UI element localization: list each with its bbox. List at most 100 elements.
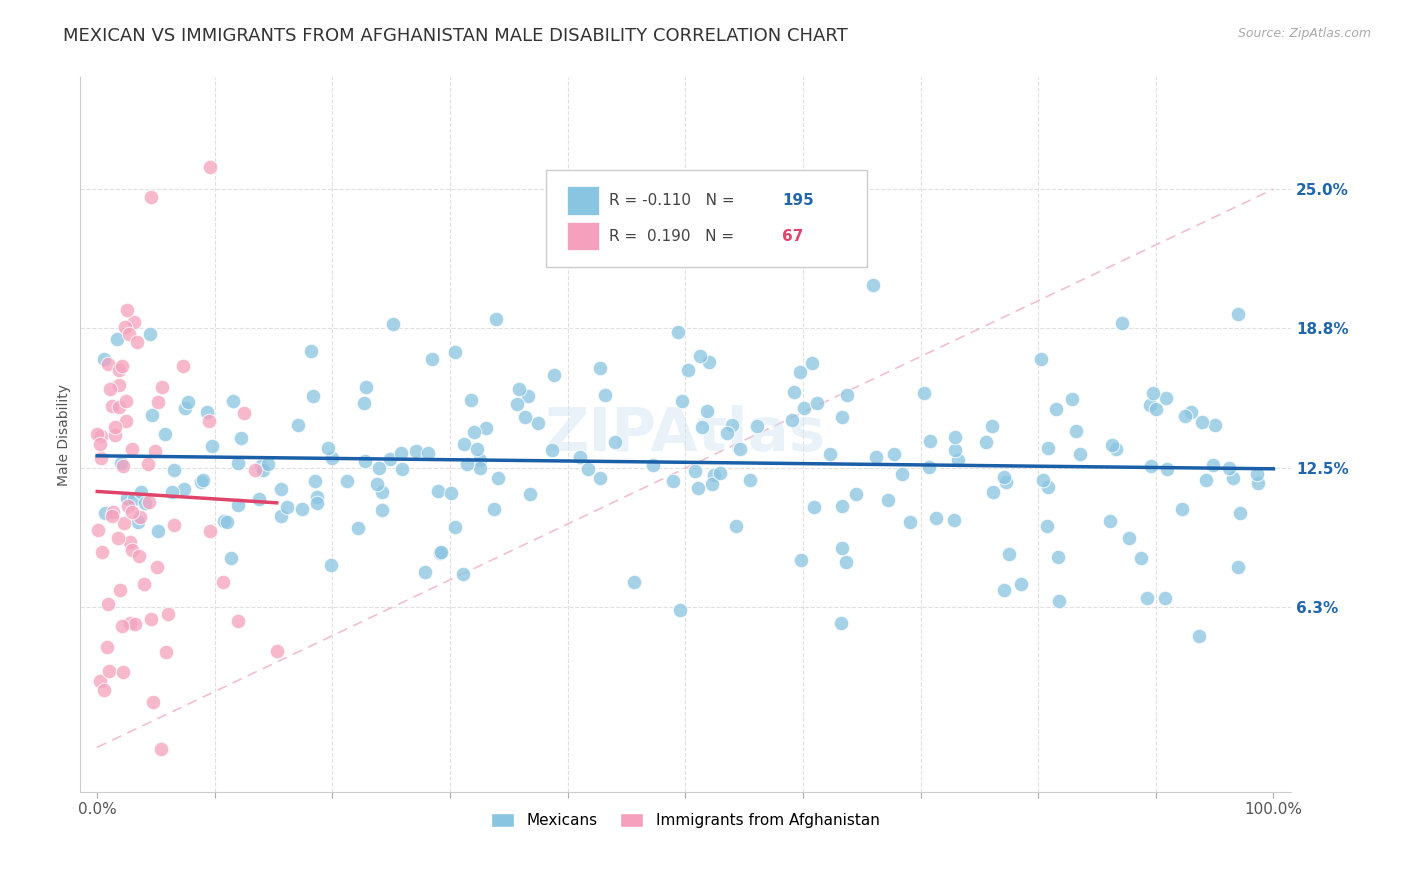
Point [101, 508, 124, 523]
Point [198, 524, 221, 538]
Point [177, 395, 200, 409]
Point [720, 417, 742, 432]
Point [789, 365, 811, 379]
Point [831, 541, 853, 556]
Point [671, 393, 693, 408]
Point [87, 523, 110, 537]
Point [666, 325, 689, 339]
Point [641, 458, 664, 472]
Point [465, 442, 488, 457]
Point [200, 161, 222, 175]
Point [1218, 461, 1240, 475]
Point [444, 344, 467, 359]
Point [1101, 438, 1123, 452]
Point [1188, 629, 1211, 643]
Y-axis label: Male Disability: Male Disability [58, 384, 72, 486]
Text: MEXICAN VS IMMIGRANTS FROM AFGHANISTAN MALE DISABILITY CORRELATION CHART: MEXICAN VS IMMIGRANTS FROM AFGHANISTAN M… [63, 27, 848, 45]
Point [270, 482, 292, 496]
Point [912, 385, 935, 400]
Point [1136, 591, 1159, 606]
Point [115, 491, 138, 505]
Point [541, 442, 564, 457]
Point [152, 380, 174, 394]
Point [105, 332, 128, 346]
Point [370, 502, 392, 516]
Point [603, 435, 626, 450]
Point [118, 327, 141, 342]
Point [146, 524, 169, 538]
FancyBboxPatch shape [567, 222, 599, 251]
Point [440, 486, 463, 500]
Point [108, 582, 131, 597]
Point [316, 441, 339, 455]
Point [485, 312, 508, 326]
Point [974, 435, 997, 450]
Text: 67: 67 [782, 228, 804, 244]
Point [193, 473, 215, 487]
Point [783, 384, 806, 399]
Point [835, 388, 858, 402]
Point [803, 500, 825, 514]
Point [943, 442, 966, 457]
Point [302, 389, 325, 403]
Point [945, 429, 967, 443]
Point [468, 460, 491, 475]
Point [229, 431, 252, 445]
Point [134, 577, 156, 591]
Point [862, 278, 884, 293]
Point [747, 419, 769, 434]
Point [420, 351, 443, 366]
Point [1140, 458, 1163, 473]
Point [139, 327, 162, 342]
Point [291, 501, 314, 516]
Point [568, 450, 591, 465]
Point [243, 462, 266, 476]
Point [1144, 401, 1167, 416]
Point [127, 516, 149, 530]
Point [111, 618, 134, 632]
Point [93, 352, 115, 367]
Point [696, 404, 718, 418]
Point [138, 495, 160, 509]
Point [724, 519, 747, 533]
Point [1202, 458, 1225, 472]
Text: Source: ZipAtlas.com: Source: ZipAtlas.com [1237, 27, 1371, 40]
Point [115, 414, 138, 428]
Point [1226, 559, 1249, 574]
Point [108, 362, 131, 376]
Point [1029, 351, 1052, 366]
Point [917, 460, 939, 475]
Point [160, 484, 183, 499]
Point [1066, 424, 1088, 438]
Point [93, 682, 115, 697]
Point [354, 454, 377, 468]
Point [1010, 577, 1032, 591]
Point [1098, 514, 1121, 528]
Point [195, 405, 218, 419]
Point [1195, 473, 1218, 487]
Point [1118, 531, 1140, 545]
Point [1069, 447, 1091, 461]
Point [830, 615, 852, 630]
Point [107, 531, 129, 545]
Point [157, 607, 180, 621]
Point [925, 511, 948, 525]
Point [697, 355, 720, 369]
Point [993, 470, 1015, 484]
Point [107, 401, 129, 415]
Point [1047, 594, 1070, 608]
Point [122, 491, 145, 506]
Text: R = -0.110   N =: R = -0.110 N = [609, 193, 740, 208]
Point [347, 521, 370, 535]
Point [716, 425, 738, 440]
Point [662, 474, 685, 488]
Point [201, 439, 224, 453]
FancyBboxPatch shape [546, 170, 868, 267]
Point [519, 487, 541, 501]
Point [112, 516, 135, 531]
Point [1154, 392, 1177, 406]
Point [97, 357, 120, 371]
Point [1139, 398, 1161, 412]
Point [173, 401, 195, 415]
Point [149, 742, 172, 756]
